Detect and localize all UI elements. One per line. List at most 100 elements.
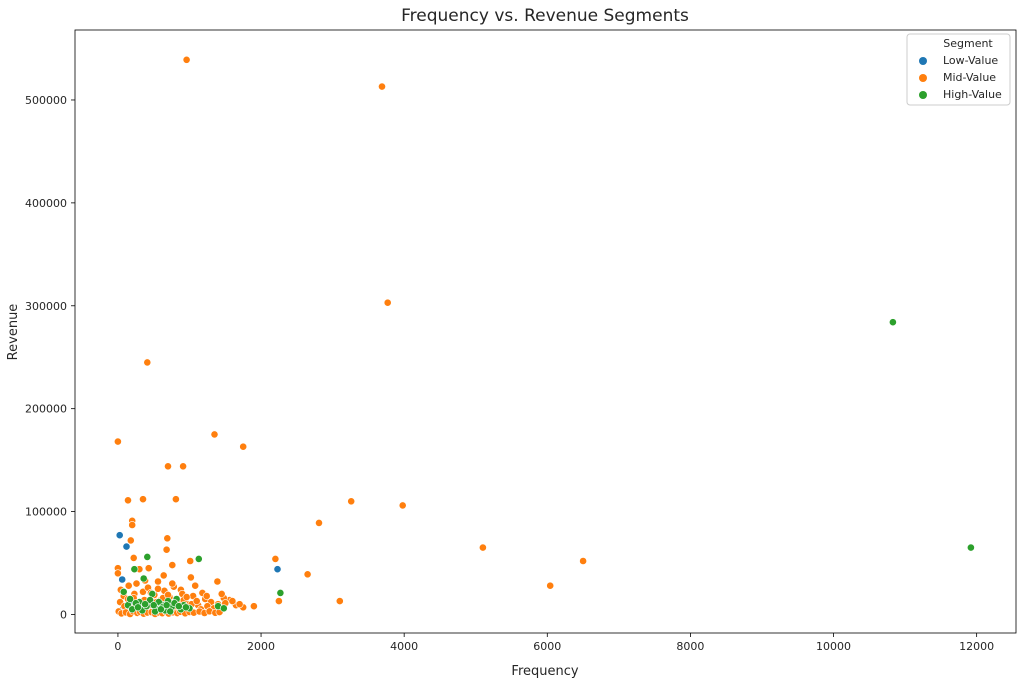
point-mid-value <box>168 561 177 569</box>
point-mid-value <box>186 557 195 565</box>
point-low-value <box>118 575 127 584</box>
point-mid-value <box>478 543 487 552</box>
point-mid-value <box>171 495 180 504</box>
legend-label-low-value: Low-Value <box>943 54 998 67</box>
point-mid-value <box>126 536 135 545</box>
y-tick-label: 0 <box>60 608 67 621</box>
point-mid-value <box>182 593 191 601</box>
point-mid-value <box>210 430 219 439</box>
y-tick-label: 100000 <box>25 506 67 519</box>
point-mid-value <box>114 569 122 578</box>
legend-title: Segment <box>943 37 993 50</box>
point-mid-value <box>179 462 187 471</box>
point-mid-value <box>235 600 244 609</box>
point-high-value <box>166 607 175 616</box>
point-mid-value <box>579 557 587 565</box>
point-mid-value <box>139 495 147 504</box>
point-mid-value <box>191 581 200 590</box>
point-high-value <box>143 553 152 561</box>
point-mid-value <box>315 519 323 527</box>
y-tick-label: 200000 <box>25 403 67 416</box>
point-high-value <box>276 589 285 597</box>
plot-frame <box>74 29 1017 634</box>
point-mid-value <box>383 298 392 307</box>
point-mid-value <box>239 442 248 451</box>
point-mid-value <box>186 573 195 582</box>
point-high-value <box>889 318 897 327</box>
point-high-value <box>156 605 165 614</box>
x-tick-label: 8000 <box>676 640 704 653</box>
legend: Segment Low-Value Mid-Value High-Value <box>906 33 1011 106</box>
point-mid-value <box>154 577 162 586</box>
point-mid-value <box>124 496 132 505</box>
point-mid-value <box>213 577 222 586</box>
point-high-value <box>141 600 149 609</box>
point-mid-value <box>124 581 133 590</box>
point-high-value <box>181 603 190 612</box>
point-high-value <box>194 555 203 563</box>
point-mid-value <box>192 597 201 605</box>
point-mid-value <box>128 521 137 529</box>
x-tick-label: 6000 <box>533 640 561 653</box>
x-tick-label: 12000 <box>959 640 994 653</box>
point-high-value <box>162 601 171 610</box>
point-mid-value <box>129 554 138 562</box>
legend-label-mid-value: Mid-Value <box>943 71 996 84</box>
point-mid-value <box>249 602 258 611</box>
scatter-points <box>114 55 975 618</box>
y-tick-label: 500000 <box>25 94 67 107</box>
point-high-value <box>174 602 183 611</box>
y-axis-ticks: 0 100000 200000 300000 400000 500000 <box>25 94 75 621</box>
point-mid-value <box>143 358 152 367</box>
point-mid-value <box>398 501 407 510</box>
legend-marker-high-value <box>919 91 927 99</box>
point-high-value <box>134 603 142 612</box>
chart-title: Frequency vs. Revenue Segments <box>401 6 689 26</box>
point-low-value <box>115 531 124 540</box>
point-high-value <box>219 604 228 613</box>
point-high-value <box>126 595 135 603</box>
x-axis-ticks: 0 2000 4000 6000 8000 10000 12000 <box>114 633 994 653</box>
point-mid-value <box>303 570 312 579</box>
legend-box <box>906 33 1011 106</box>
point-mid-value <box>546 581 555 590</box>
point-high-value <box>967 543 975 552</box>
y-tick-label: 300000 <box>25 300 67 313</box>
y-tick-label: 400000 <box>25 197 67 210</box>
point-mid-value <box>139 587 147 596</box>
point-mid-value <box>228 597 237 605</box>
x-axis-label: Frequency <box>511 664 578 679</box>
point-high-value <box>130 565 139 574</box>
point-mid-value <box>154 584 162 593</box>
point-mid-value <box>202 592 211 600</box>
point-mid-value <box>163 534 172 543</box>
legend-marker-low-value <box>919 57 927 65</box>
point-mid-value <box>159 571 168 580</box>
point-high-value <box>149 601 158 610</box>
y-axis-label: Revenue <box>6 304 21 361</box>
point-mid-value <box>335 597 344 605</box>
point-mid-value <box>182 55 191 64</box>
point-low-value <box>122 542 131 551</box>
point-mid-value <box>162 545 171 554</box>
point-mid-value <box>378 82 386 91</box>
legend-marker-mid-value <box>919 74 927 82</box>
x-tick-label: 2000 <box>247 640 275 653</box>
point-mid-value <box>217 590 226 598</box>
x-tick-label: 0 <box>114 640 121 653</box>
point-mid-value <box>271 555 280 563</box>
point-mid-value <box>132 579 141 588</box>
point-mid-value <box>347 497 356 506</box>
point-mid-value <box>144 564 153 573</box>
point-high-value <box>119 587 128 596</box>
x-tick-label: 10000 <box>816 640 851 653</box>
point-mid-value <box>168 579 177 588</box>
point-low-value <box>273 565 282 574</box>
point-mid-value <box>114 437 122 446</box>
point-mid-value <box>164 462 172 471</box>
legend-label-high-value: High-Value <box>943 88 1002 101</box>
point-high-value <box>139 574 148 583</box>
x-tick-label: 4000 <box>390 640 418 653</box>
point-mid-value <box>274 597 283 605</box>
